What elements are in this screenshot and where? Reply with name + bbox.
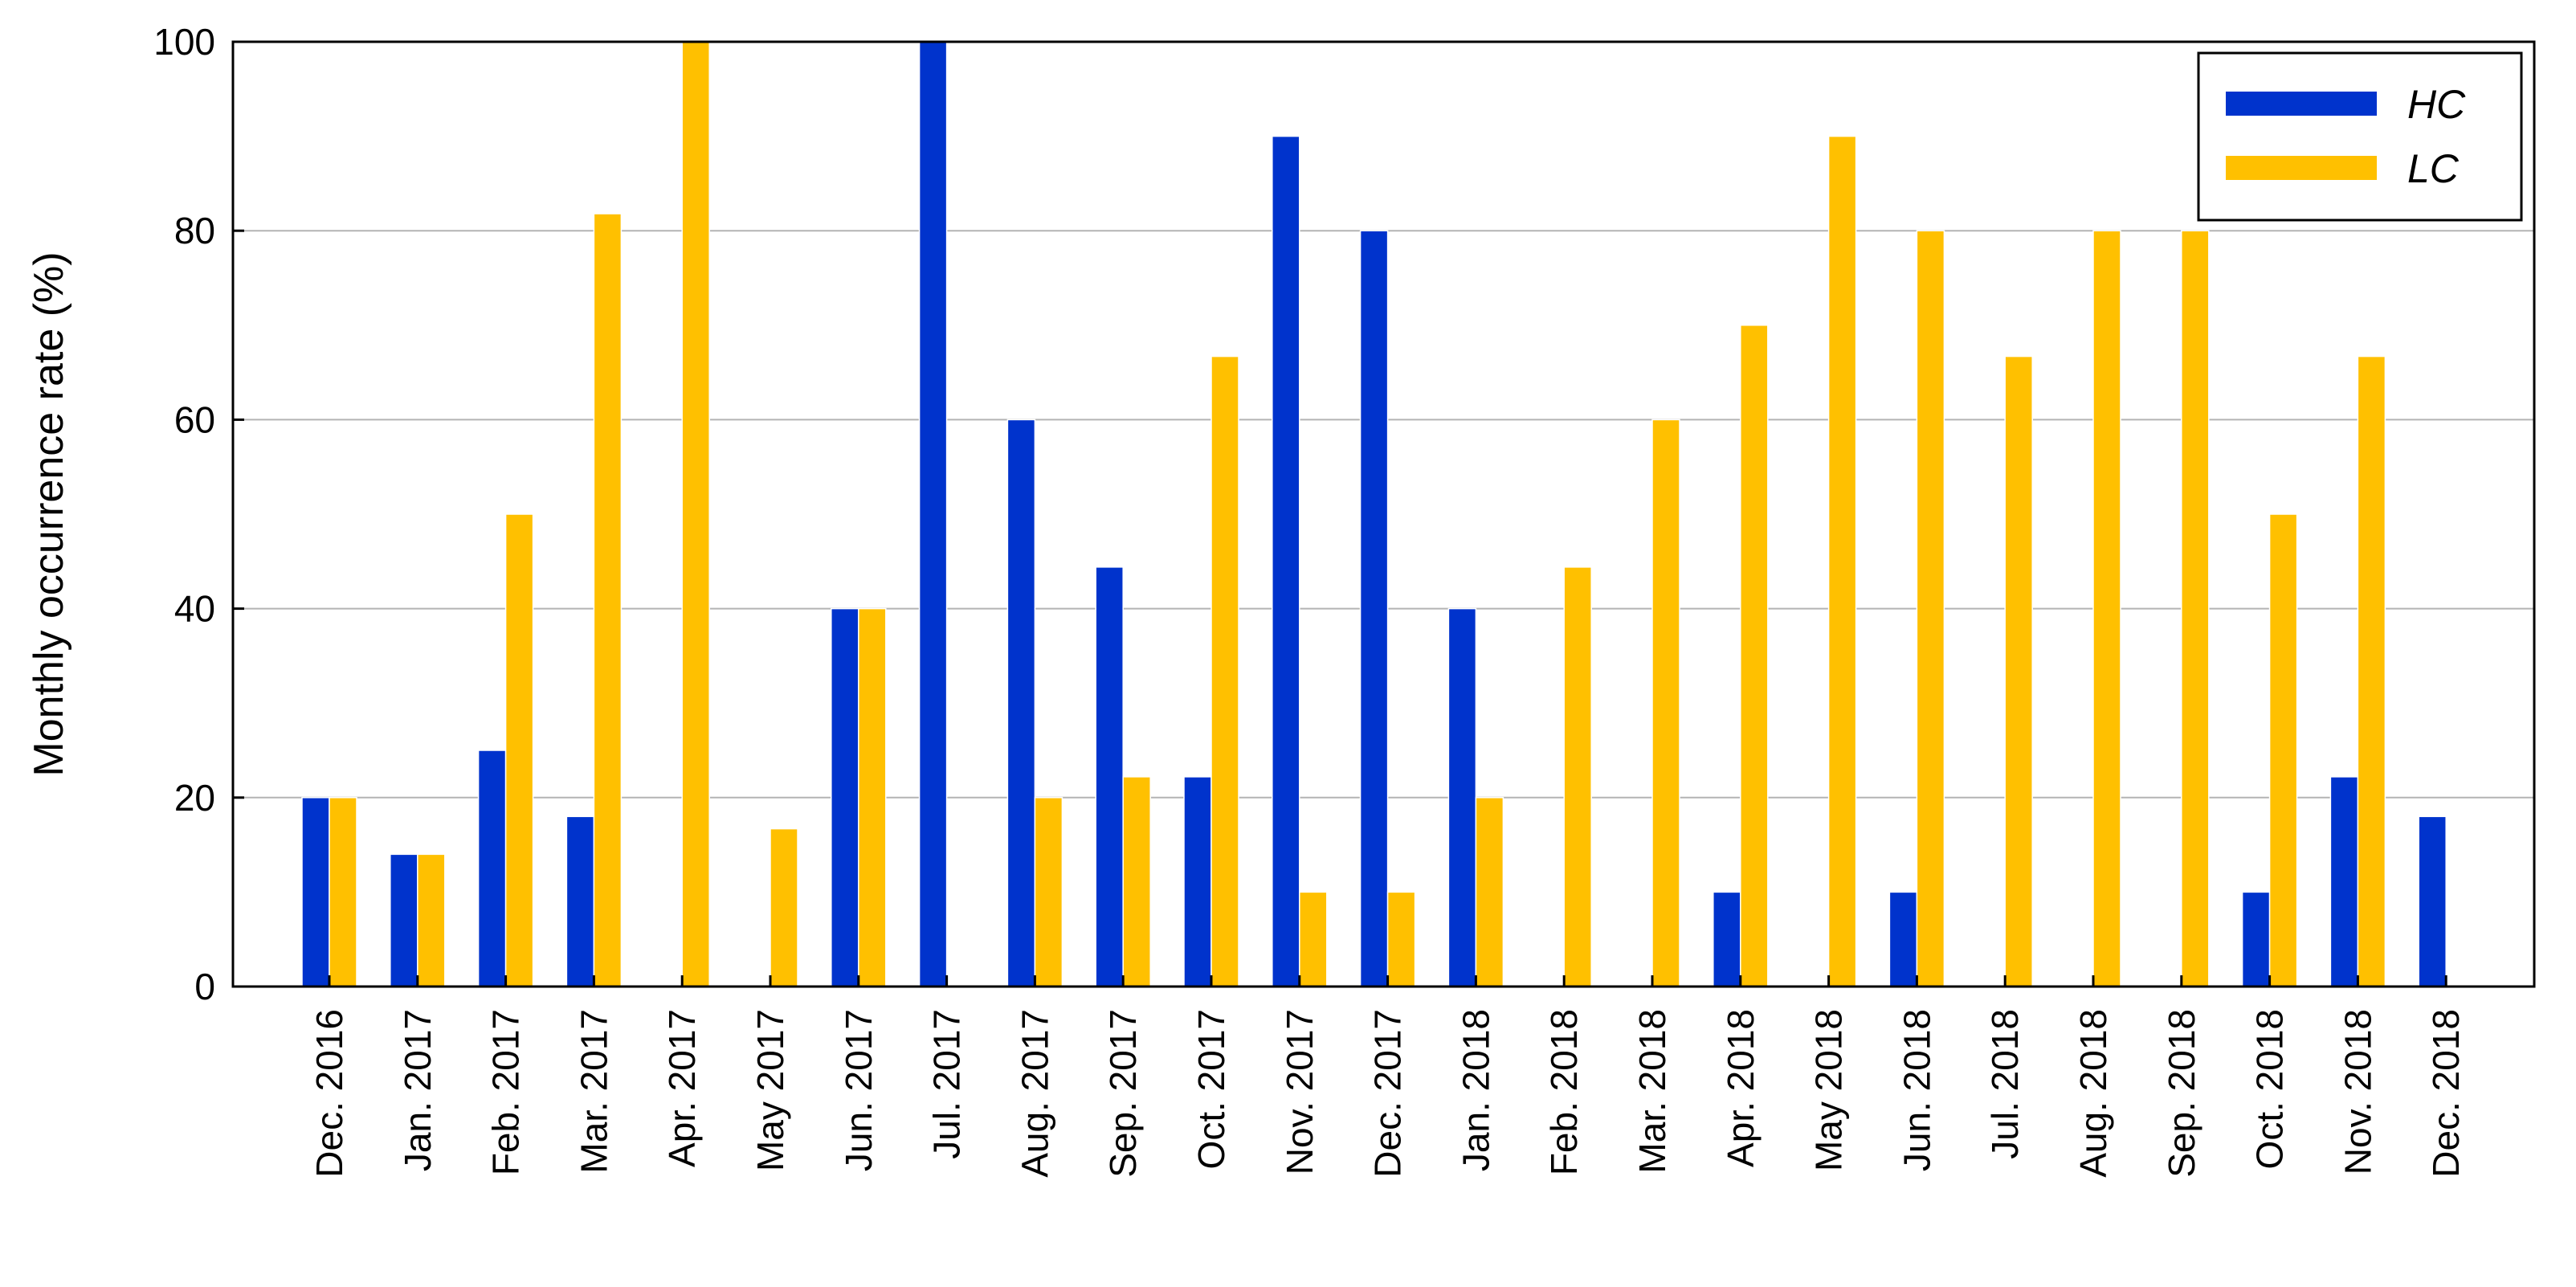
x-tick-label-aug-2018: Aug. 2018 <box>2072 1009 2114 1178</box>
y-tick-label-80: 80 <box>174 210 215 251</box>
x-tick-label-dec-2018: Dec. 2018 <box>2425 1009 2467 1178</box>
bar-lc-apr-2018 <box>1740 325 1769 987</box>
bar-hc-feb-2017 <box>477 750 507 987</box>
bar-lc-nov-2018 <box>2357 355 2386 987</box>
legend-box <box>2197 51 2523 222</box>
x-tick-label-may-2017: May 2017 <box>749 1009 791 1171</box>
y-axis-label: Monthly occurrence rate (%) <box>26 251 72 776</box>
x-axis-ticks: Dec. 2016 Jan. 2017 Feb. 2017 Mar. 2017 Apr.… <box>308 975 2467 1178</box>
bar-hc-oct-2017 <box>1183 776 1212 987</box>
bar-lc-apr-2017 <box>681 41 710 987</box>
x-tick-label-sep-2018: Sep. 2018 <box>2161 1009 2202 1178</box>
bar-lc-sep-2018 <box>2181 230 2210 987</box>
x-tick-label-jul-2017: Jul. 2017 <box>926 1009 968 1159</box>
x-tick-label-mar-2017: Mar. 2017 <box>573 1009 614 1174</box>
bar-hc-jun-2018 <box>1888 891 1918 987</box>
x-tick-label-feb-2017: Feb. 2017 <box>485 1009 527 1175</box>
x-tick-label-nov-2017: Nov. 2017 <box>1279 1009 1321 1175</box>
x-tick-label-jun-2018: Jun. 2018 <box>1896 1009 1937 1171</box>
y-tick-label-0: 0 <box>194 966 215 1007</box>
legend-swatch-hc <box>2226 92 2377 116</box>
bar-hc-nov-2017 <box>1272 135 1300 987</box>
legend-label-hc: HC <box>2407 82 2466 127</box>
bar-lc-aug-2017 <box>1034 797 1063 987</box>
bars <box>301 41 2447 987</box>
bar-lc-jun-2017 <box>858 607 887 987</box>
legend-label-lc: LC <box>2407 146 2460 191</box>
bar-hc-oct-2018 <box>2241 891 2271 987</box>
bar-lc-mar-2017 <box>593 213 623 987</box>
legend: HC LC <box>2197 51 2523 222</box>
x-tick-label-oct-2018: Oct. 2018 <box>2249 1009 2291 1169</box>
bar-lc-jan-2017 <box>417 853 446 987</box>
bar-hc-mar-2017 <box>565 815 595 987</box>
x-tick-label-apr-2017: Apr. 2017 <box>661 1009 703 1167</box>
x-tick-label-oct-2017: Oct. 2017 <box>1190 1009 1232 1169</box>
bar-lc-feb-2018 <box>1563 566 1592 987</box>
bar-hc-aug-2017 <box>1006 419 1036 987</box>
bar-hc-jan-2017 <box>390 853 418 987</box>
x-tick-label-nov-2018: Nov. 2018 <box>2337 1009 2378 1175</box>
bar-lc-oct-2018 <box>2268 513 2298 987</box>
bar-lc-dec-2016 <box>329 797 357 987</box>
y-axis-ticks: 0 20 40 60 80 100 <box>153 21 244 1007</box>
legend-swatch-lc <box>2226 156 2377 180</box>
bar-lc-feb-2017 <box>504 513 534 987</box>
y-tick-label-40: 40 <box>174 588 215 630</box>
plot-frame <box>231 40 2536 988</box>
bar-hc-dec-2016 <box>301 797 330 987</box>
bar-lc-mar-2018 <box>1651 419 1680 987</box>
x-tick-label-aug-2017: Aug. 2017 <box>1014 1009 1055 1178</box>
bar-hc-sep-2017 <box>1095 566 1124 987</box>
bar-hc-jan-2018 <box>1447 607 1477 987</box>
bar-lc-jan-2018 <box>1475 797 1504 987</box>
y-tick-label-100: 100 <box>153 21 215 63</box>
bar-lc-jun-2018 <box>1916 230 1945 987</box>
x-tick-label-dec-2016: Dec. 2016 <box>308 1009 350 1178</box>
bar-hc-apr-2018 <box>1713 891 1741 987</box>
bar-hc-dec-2018 <box>2418 815 2447 987</box>
x-tick-label-jun-2017: Jun. 2017 <box>838 1009 880 1171</box>
y-tick-label-60: 60 <box>174 398 215 440</box>
bar-lc-may-2018 <box>1827 135 1857 987</box>
bar-hc-dec-2017 <box>1359 230 1389 987</box>
bar-lc-may-2017 <box>770 827 798 987</box>
bar-lc-dec-2017 <box>1386 891 1416 987</box>
x-tick-label-apr-2018: Apr. 2018 <box>1720 1009 1762 1167</box>
x-tick-label-jan-2017: Jan. 2017 <box>397 1009 439 1171</box>
bar-lc-jul-2018 <box>2004 355 2033 987</box>
bar-hc-nov-2018 <box>2329 776 2359 987</box>
bar-hc-jul-2017 <box>918 41 948 987</box>
bar-lc-oct-2017 <box>1210 355 1239 987</box>
bar-hc-jun-2017 <box>831 607 859 987</box>
x-tick-label-sep-2017: Sep. 2017 <box>1102 1009 1144 1178</box>
x-tick-label-mar-2018: Mar. 2018 <box>1631 1009 1673 1174</box>
bar-lc-sep-2017 <box>1122 776 1151 987</box>
bar-lc-aug-2018 <box>2092 230 2121 987</box>
x-tick-label-dec-2017: Dec. 2017 <box>1367 1009 1409 1178</box>
x-tick-label-jan-2018: Jan. 2018 <box>1455 1009 1496 1171</box>
y-tick-label-20: 20 <box>174 777 215 819</box>
x-tick-label-feb-2018: Feb. 2018 <box>1543 1009 1585 1175</box>
x-tick-label-jul-2018: Jul. 2018 <box>1984 1009 2026 1159</box>
bar-lc-nov-2017 <box>1299 891 1328 987</box>
x-tick-label-may-2018: May 2018 <box>1808 1009 1850 1171</box>
